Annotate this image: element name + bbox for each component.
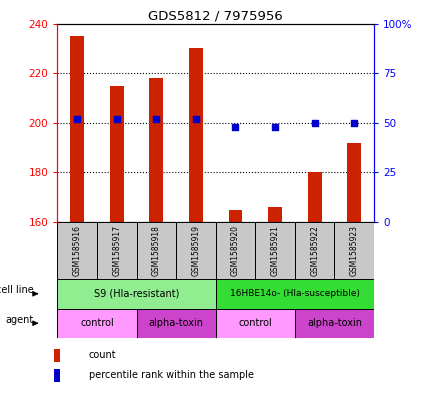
Point: [232, 124, 239, 130]
Bar: [136, 309, 215, 338]
Text: count: count: [89, 350, 116, 360]
Point: [351, 119, 357, 126]
Bar: [295, 222, 334, 279]
Text: control: control: [238, 318, 272, 328]
Bar: [57, 222, 97, 279]
Text: alpha-toxin: alpha-toxin: [149, 318, 204, 328]
Bar: [295, 309, 374, 338]
Bar: [334, 222, 374, 279]
Bar: [229, 209, 242, 222]
Text: control: control: [80, 318, 114, 328]
Point: [74, 116, 81, 122]
Text: GSM1585917: GSM1585917: [112, 225, 121, 276]
Text: cell line: cell line: [0, 285, 33, 295]
Point: [153, 116, 160, 122]
Text: GSM1585923: GSM1585923: [350, 225, 359, 276]
Bar: [189, 48, 203, 222]
Text: agent: agent: [5, 315, 33, 325]
Text: GSM1585921: GSM1585921: [271, 225, 280, 276]
Text: GSM1585916: GSM1585916: [73, 225, 82, 276]
Bar: [215, 222, 255, 279]
Point: [311, 119, 318, 126]
Text: 16HBE14o- (Hla-susceptible): 16HBE14o- (Hla-susceptible): [230, 289, 360, 298]
Text: GSM1585922: GSM1585922: [310, 225, 319, 276]
Bar: [54, 369, 60, 382]
Bar: [97, 222, 136, 279]
Bar: [215, 309, 295, 338]
Bar: [110, 86, 124, 222]
Bar: [150, 78, 163, 222]
Bar: [57, 279, 215, 309]
Text: alpha-toxin: alpha-toxin: [307, 318, 362, 328]
Title: GDS5812 / 7975956: GDS5812 / 7975956: [148, 9, 283, 22]
Bar: [268, 207, 282, 222]
Text: S9 (Hla-resistant): S9 (Hla-resistant): [94, 289, 179, 299]
Bar: [57, 309, 136, 338]
Bar: [308, 173, 322, 222]
Text: GSM1585919: GSM1585919: [191, 225, 201, 276]
Bar: [176, 222, 215, 279]
Point: [272, 124, 278, 130]
Bar: [255, 222, 295, 279]
Point: [113, 116, 120, 122]
Text: percentile rank within the sample: percentile rank within the sample: [89, 370, 254, 380]
Bar: [215, 279, 374, 309]
Text: GSM1585918: GSM1585918: [152, 225, 161, 276]
Bar: [54, 349, 60, 362]
Text: GSM1585920: GSM1585920: [231, 225, 240, 276]
Bar: [136, 222, 176, 279]
Bar: [70, 36, 84, 222]
Point: [193, 116, 199, 122]
Bar: [347, 143, 361, 222]
